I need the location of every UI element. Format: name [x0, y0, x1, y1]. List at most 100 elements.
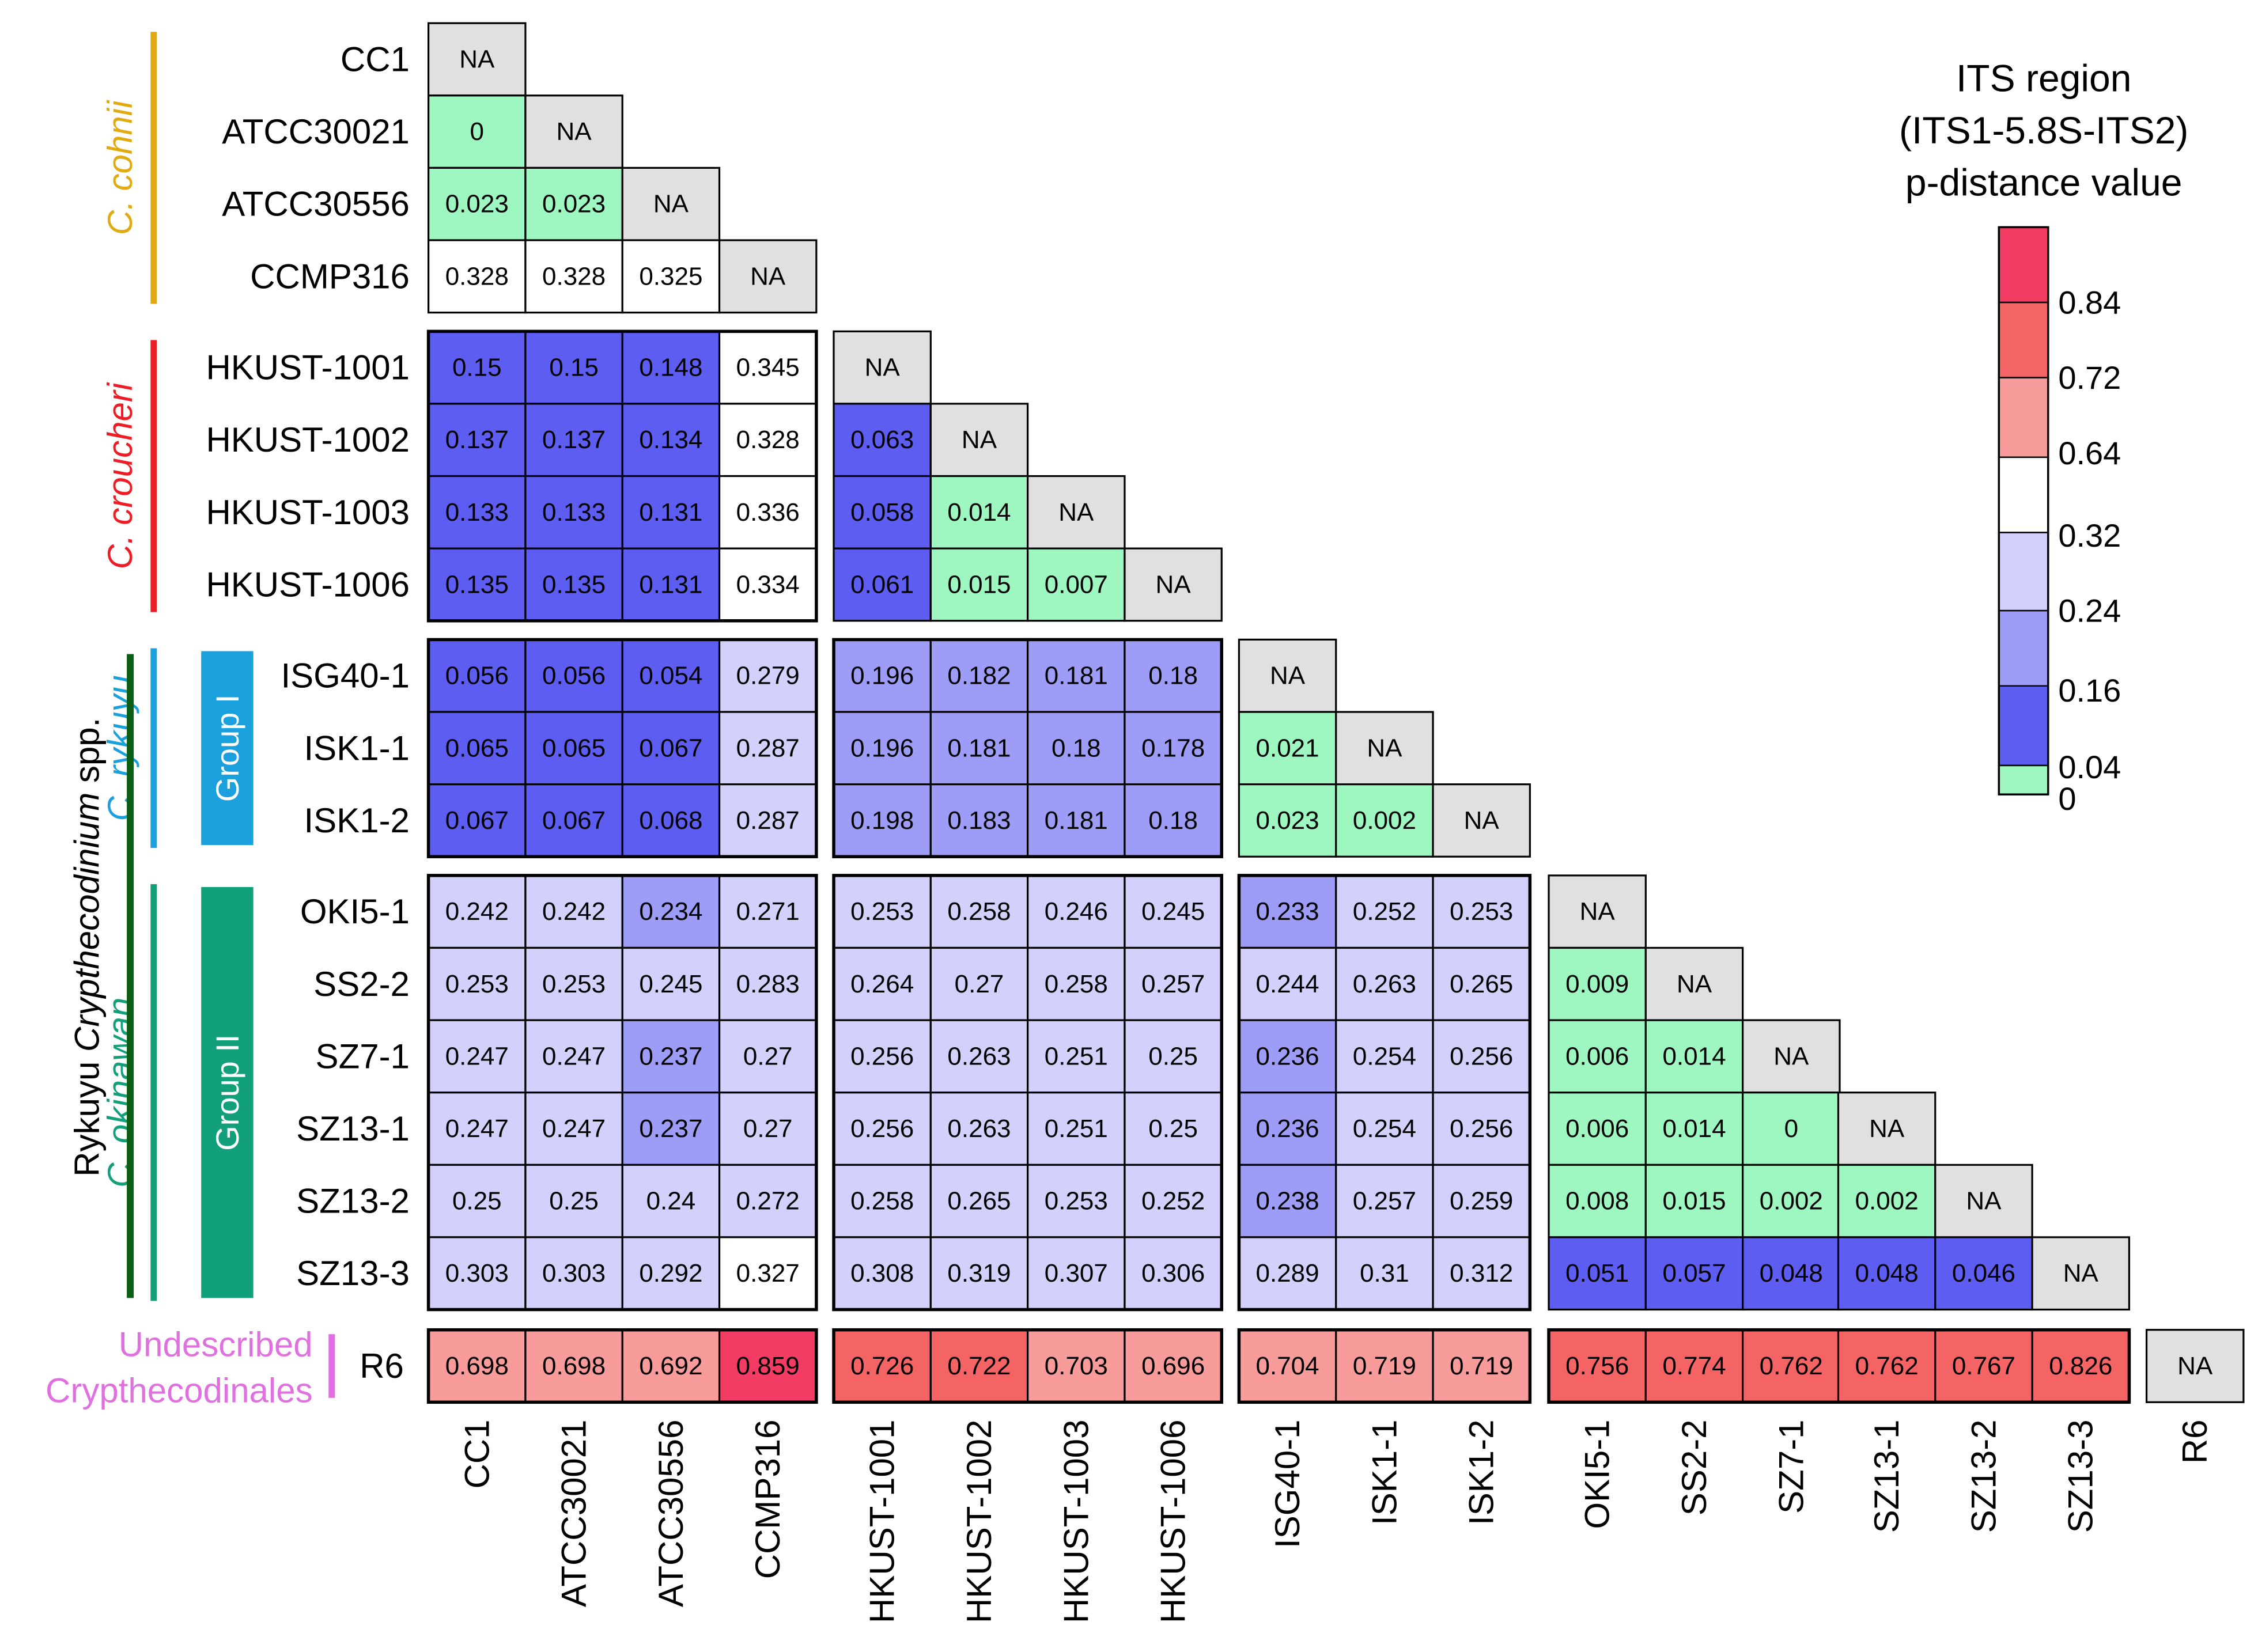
cell-value-label: 0.234 — [639, 897, 702, 926]
cell-value-label: 0.756 — [1565, 1352, 1629, 1380]
column-label-sz7-1: SZ7-1 — [1772, 1419, 1810, 1513]
legend-tick-label: 0.16 — [2058, 672, 2121, 708]
row-label-isk1-2: ISK1-2 — [304, 801, 410, 840]
heatmap-cell-hkust-1002-atcc30556 — [621, 403, 721, 478]
heatmap-cell-sz13-2-ccmp316 — [718, 1164, 818, 1238]
block-outline — [426, 874, 818, 1312]
legend-subtitle: (ITS1-5.8S-ITS2) — [1899, 109, 2188, 151]
heatmap-cell-hkust-1003-hkust-1003 — [1027, 475, 1126, 550]
cell-value-label: 0.18 — [1148, 806, 1198, 835]
na-label: NA — [1270, 662, 1306, 690]
cell-value-label: 0.289 — [1256, 1259, 1319, 1287]
heatmap-cell-isk1-2-isg40-1 — [1238, 783, 1337, 858]
block-outline — [426, 638, 818, 858]
block-outline — [426, 329, 818, 623]
cell-value-label: 0.253 — [850, 897, 914, 926]
heatmap-cell-isg40-1-isg40-1 — [1238, 638, 1337, 713]
cell-value-label: 0.18 — [1148, 662, 1198, 690]
cell-value-label: 0.237 — [639, 1042, 702, 1070]
cell-value-label: 0.256 — [850, 1115, 914, 1143]
cell-value-label: 0.008 — [1565, 1187, 1629, 1215]
cell-value-label: 0.237 — [639, 1115, 702, 1143]
cell-value-label: 0.692 — [639, 1352, 702, 1380]
column-label-sz13-2: SZ13-2 — [1964, 1419, 2003, 1533]
cell-value-label: 0.826 — [2049, 1352, 2112, 1380]
heatmap-cell-hkust-1006-hkust-1003 — [1027, 547, 1126, 622]
heatmap-cell-sz13-2-hkust-1002 — [929, 1164, 1029, 1238]
heatmap-cell-isk1-2-ccmp316 — [718, 783, 818, 858]
heatmap-cell-sz7-1-sz7-1 — [1742, 1019, 1841, 1094]
legend-tick-label: 0.24 — [2058, 593, 2121, 629]
cell-value-label: 0.023 — [445, 190, 509, 218]
heatmap-cell-sz7-1-oki5-1 — [1548, 1019, 1647, 1094]
row-label-sz7-1: SZ7-1 — [316, 1037, 410, 1075]
heatmap-cell-sz13-2-sz7-1 — [1742, 1164, 1841, 1238]
heatmap-cell-sz13-1-hkust-1003 — [1027, 1092, 1126, 1166]
cell-value-label: 0.135 — [542, 570, 606, 598]
heatmap-cell-sz13-2-hkust-1003 — [1027, 1164, 1126, 1238]
cell-value-label: 0.015 — [947, 570, 1011, 598]
legend-tick-label: 0.84 — [2058, 285, 2121, 321]
heatmap-cell-sz13-2-cc1 — [428, 1164, 527, 1238]
legend-tick-label: 0.04 — [2058, 749, 2121, 785]
cell-value-label: 0.244 — [1256, 970, 1319, 998]
cell-value-label: 0.242 — [542, 897, 606, 926]
cell-value-label: 0.245 — [639, 970, 702, 998]
heatmap-cell-sz13-1-hkust-1006 — [1124, 1092, 1223, 1166]
heatmap-cell-sz13-3-oki5-1 — [1548, 1236, 1647, 1311]
cell-value-label: 0.148 — [639, 354, 702, 382]
na-label: NA — [1869, 1115, 1905, 1143]
cell-value-label: 0.303 — [542, 1259, 606, 1287]
subgroup-box-group-ii — [201, 886, 254, 1298]
cell-value-label: 0.196 — [850, 662, 914, 690]
cell-value-label: 0.051 — [1565, 1259, 1629, 1287]
heatmap-cell-sz13-1-ss2-2 — [1644, 1092, 1744, 1166]
heatmap-cell-sz7-1-ss2-2 — [1644, 1019, 1744, 1094]
cell-value-label: 0.15 — [549, 354, 599, 382]
cell-value-label: 0.704 — [1256, 1352, 1319, 1380]
cell-value-label: 0.253 — [542, 970, 606, 998]
legend-outline — [1998, 226, 2049, 795]
cell-value-label: 0.247 — [542, 1042, 606, 1070]
cell-value-label: 0.254 — [1353, 1115, 1416, 1143]
heatmap-cell-sz7-1-hkust-1003 — [1027, 1019, 1126, 1094]
cell-value-label: 0.065 — [542, 734, 606, 762]
cell-value-label: 0.009 — [1565, 970, 1629, 998]
cell-value-label: 0.722 — [947, 1352, 1011, 1380]
cell-value-label: 0.067 — [542, 806, 606, 835]
legend-swatch — [1998, 377, 2049, 459]
cell-value-label: 0.287 — [736, 806, 800, 835]
column-label-cc1: CC1 — [457, 1419, 496, 1488]
cell-value-label: 0.183 — [947, 806, 1011, 835]
cell-value-label: 0.252 — [1353, 897, 1416, 926]
heatmap-cell-sz13-2-isg40-1 — [1238, 1164, 1337, 1238]
heatmap-cell-oki5-1-isg40-1 — [1238, 874, 1337, 949]
cell-value-label: 0.245 — [1141, 897, 1205, 926]
heatmap-cell-sz13-3-sz13-2 — [1934, 1236, 2033, 1311]
heatmap-cell-sz13-2-sz13-2 — [1934, 1164, 2033, 1238]
heatmap-cell-sz13-3-sz7-1 — [1742, 1236, 1841, 1311]
cell-value-label: 0.181 — [1045, 662, 1108, 690]
heatmap-cell-sz13-3-isk1-1 — [1335, 1236, 1434, 1311]
heatmap-cell-ccmp316-atcc30021 — [524, 239, 623, 314]
cell-value-label: 0.247 — [445, 1115, 509, 1143]
heatmap-cell-hkust-1002-atcc30021 — [524, 403, 623, 478]
block-outline — [832, 1328, 1224, 1404]
cell-value-label: 0.014 — [1662, 1042, 1726, 1070]
column-label-isk1-2: ISK1-2 — [1462, 1419, 1501, 1525]
heatmap-cell-hkust-1002-hkust-1002 — [929, 403, 1029, 478]
row-label-isg40-1: ISG40-1 — [281, 657, 409, 695]
cell-value-label: 0.25 — [452, 1187, 502, 1215]
cell-value-label: 0.002 — [1855, 1187, 1919, 1215]
cell-value-label: 0.067 — [639, 734, 702, 762]
row-label-oki5-1: OKI5-1 — [300, 892, 410, 931]
heatmap-cell-sz13-2-hkust-1006 — [1124, 1164, 1223, 1238]
legend-value-label: p-distance value — [1905, 161, 2183, 204]
heatmap-cell-cc1-cc1 — [428, 22, 527, 97]
cell-value-label: 0.328 — [445, 262, 509, 290]
heatmap-cell-hkust-1006-hkust-1002 — [929, 547, 1029, 622]
cell-value-label: 0.054 — [639, 662, 702, 690]
subgroup-box-group-i — [201, 651, 254, 846]
cell-value-label: 0.31 — [1360, 1259, 1409, 1287]
cell-value-label: 0.178 — [1141, 734, 1205, 762]
